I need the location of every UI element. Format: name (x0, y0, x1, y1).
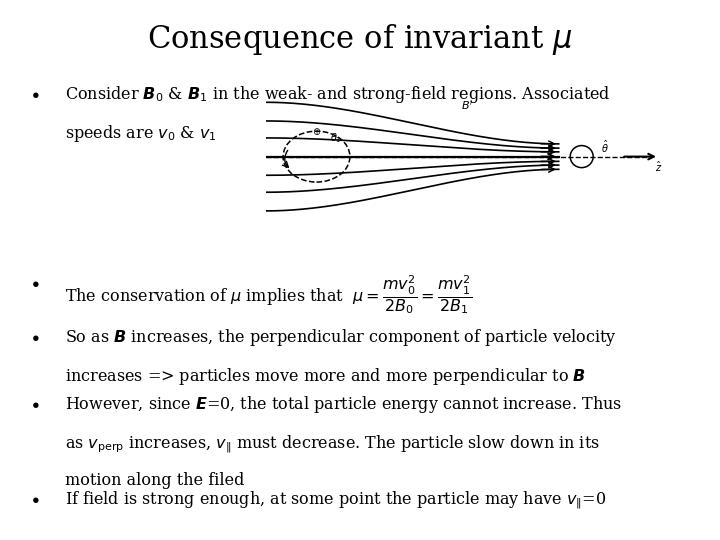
Text: $\bullet$: $\bullet$ (29, 273, 40, 292)
Text: $\bullet$: $\bullet$ (29, 84, 40, 103)
Text: $\theta_1$: $\theta_1$ (330, 131, 341, 145)
Text: motion along the filed: motion along the filed (65, 472, 244, 489)
Text: $\hat{\theta}$: $\hat{\theta}$ (600, 138, 608, 154)
Text: $B'$: $B'$ (461, 99, 473, 112)
Text: $\oplus$: $\oplus$ (312, 126, 321, 137)
Text: $\hat{z}$: $\hat{z}$ (655, 160, 662, 174)
Text: However, since $\boldsymbol{E}$=0, the total particle energy cannot increase. Th: However, since $\boldsymbol{E}$=0, the t… (65, 394, 622, 415)
Text: Consequence of invariant $\mu$: Consequence of invariant $\mu$ (148, 22, 572, 57)
Text: $\bullet$: $\bullet$ (29, 327, 40, 346)
Text: So as $\boldsymbol{B}$ increases, the perpendicular component of particle veloci: So as $\boldsymbol{B}$ increases, the pe… (65, 327, 616, 348)
Text: speeds are $v_0$ & $v_1$: speeds are $v_0$ & $v_1$ (65, 123, 217, 144)
Text: $\bullet$: $\bullet$ (29, 489, 40, 508)
Text: The conservation of $\mu$ implies that  $\mu = \dfrac{mv_0^2}{2B_0} = \dfrac{mv_: The conservation of $\mu$ implies that $… (65, 273, 472, 315)
Text: as $v_{\mathrm{perp}}$ increases, $v_{\|}$ must decrease. The particle slow down: as $v_{\mathrm{perp}}$ increases, $v_{\|… (65, 433, 600, 455)
Text: increases => particles move more and more perpendicular to $\boldsymbol{B}$: increases => particles move more and mor… (65, 366, 586, 387)
Text: Consider $\boldsymbol{B}_0$ & $\boldsymbol{B}_1$ in the weak- and strong-field r: Consider $\boldsymbol{B}_0$ & $\boldsymb… (65, 84, 611, 105)
Text: If field is strong enough, at some point the particle may have $v_{\|}$=0: If field is strong enough, at some point… (65, 489, 606, 511)
Text: $\bullet$: $\bullet$ (29, 394, 40, 413)
